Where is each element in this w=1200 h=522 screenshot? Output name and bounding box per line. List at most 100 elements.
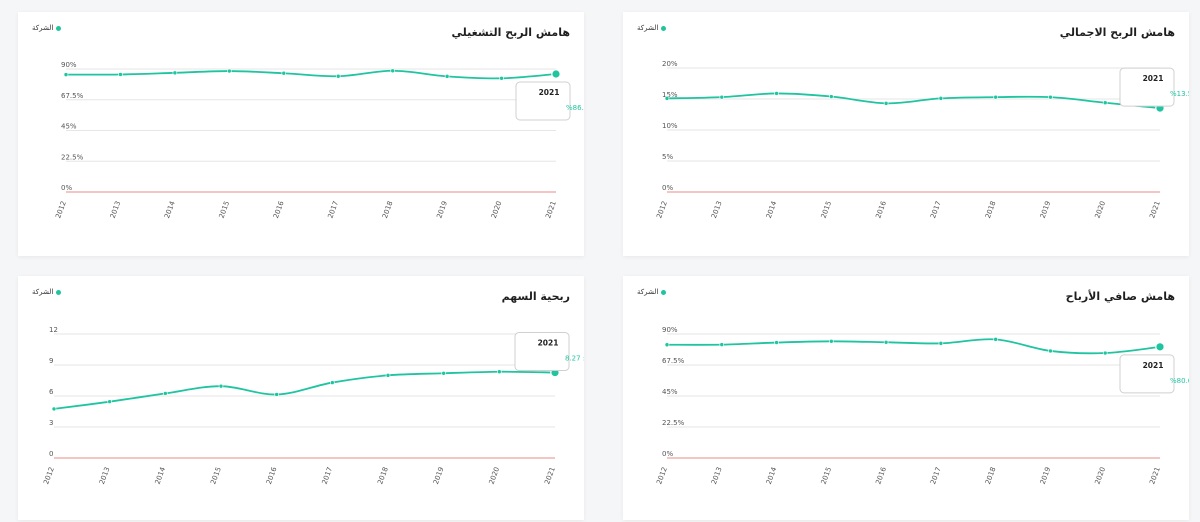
data-point — [227, 68, 232, 74]
data-point — [774, 340, 779, 345]
data-point — [829, 94, 834, 99]
chart-card-net-margin: الشركة هامش صافي الأرباح 0% 22.5% 45% 67.5%… — [623, 276, 1189, 520]
data-point — [497, 369, 502, 375]
x-tick-label: 2019 — [1039, 200, 1053, 219]
x-tick-label: 2020 — [488, 466, 502, 485]
data-point — [274, 392, 279, 397]
x-tick-label: 2019 — [1039, 466, 1053, 485]
legend-dot-icon — [661, 289, 667, 295]
data-point — [1102, 100, 1108, 106]
x-tick-label: 2017 — [321, 466, 335, 485]
y-tick-label: 20% — [662, 60, 678, 68]
data-point — [883, 101, 889, 106]
data-point — [390, 68, 395, 74]
data-point — [172, 70, 178, 76]
data-point — [218, 383, 224, 389]
data-point — [281, 70, 287, 76]
data-point — [1048, 348, 1053, 354]
chart-legend[interactable]: الشركة — [32, 24, 62, 32]
tooltip-year: 2021 — [538, 339, 559, 348]
chart-card-gross-margin: الشركة هامش الربح الاجمالي 0% 5% 10% 15% 20%… — [623, 12, 1189, 256]
y-tick-label: 0% — [61, 184, 72, 192]
data-point — [774, 91, 779, 96]
data-point — [51, 406, 57, 412]
x-tick-label: 2017 — [929, 466, 943, 485]
chart-title: ربحية السهم — [501, 290, 570, 303]
tooltip: 2021 الشركة: 86.34% — [515, 81, 584, 121]
tooltip-box — [1119, 354, 1175, 394]
line-chart[interactable]: 0% 22.5% 45% 67.5% 90% 2012 2013 2014 2015 2016 20… — [623, 276, 1189, 520]
legend-label: الشركة — [637, 24, 659, 32]
chart-card-eps: الشركة ربحية السهم 0 3 6 9 12 2012 2013 2014 201… — [18, 276, 584, 520]
series-line — [666, 92, 1161, 110]
y-tick-label: 12 — [49, 326, 58, 334]
data-point — [444, 74, 450, 79]
chart-legend[interactable]: الشركة — [637, 288, 667, 296]
tooltip: 2021 الشركة: 13.53% — [1119, 67, 1189, 107]
y-tick-label: 9 — [49, 357, 53, 365]
legend-dot-icon — [56, 289, 62, 295]
data-point — [664, 96, 670, 101]
legend-dot-icon — [661, 25, 667, 31]
tooltip: 2021 الشركة: 80.68% — [1119, 354, 1189, 394]
chart-legend[interactable]: الشركة — [32, 288, 62, 296]
y-tick-label: 67.5% — [662, 357, 685, 365]
chart-legend[interactable]: الشركة — [637, 24, 667, 32]
x-tick-label: 2012 — [42, 466, 56, 485]
y-tick-label: 3 — [49, 419, 53, 427]
x-tick-label: 2013 — [109, 200, 123, 219]
data-point — [107, 399, 112, 404]
y-tick-label: 90% — [662, 326, 678, 334]
line-chart[interactable]: 0% 5% 10% 15% 20% 2012 2013 2014 2015 2016 2017 201… — [623, 12, 1189, 256]
y-tick-label: 22.5% — [662, 419, 685, 427]
chart-title: هامش الربح التشغيلي — [451, 26, 570, 39]
series-line — [53, 370, 556, 410]
line-chart[interactable]: 0 3 6 9 12 2012 2013 2014 2015 2016 2017 2018 2019 20… — [18, 276, 584, 520]
x-tick-label: 2014 — [765, 199, 779, 219]
y-tick-label: 0 — [49, 450, 53, 458]
chart-title: هامش الربح الاجمالي — [1059, 26, 1175, 39]
x-tick-label: 2015 — [209, 466, 223, 485]
tooltip-box — [514, 332, 570, 372]
x-tick-label: 2015 — [820, 466, 834, 485]
data-point — [1102, 350, 1108, 356]
data-point — [163, 391, 168, 396]
y-tick-label: 0% — [662, 184, 673, 192]
line-chart[interactable]: 0% 22.5% 45% 67.5% 90% 2012 2013 2014 2015 2016 20… — [18, 12, 584, 256]
x-tick-label: 2020 — [1093, 466, 1107, 485]
x-tick-label: 2020 — [1093, 200, 1107, 219]
data-point — [499, 75, 504, 81]
data-point — [330, 380, 335, 385]
tooltip-year: 2021 — [1143, 361, 1164, 370]
data-point — [993, 94, 998, 100]
x-tick-label: 2020 — [490, 200, 504, 219]
x-tick-label: 2018 — [984, 200, 998, 219]
tooltip-value: الشركة: 80.68% — [1170, 377, 1189, 385]
data-point — [664, 342, 670, 348]
legend-dot-icon — [56, 25, 62, 31]
x-tick-label: 2013 — [98, 466, 112, 485]
tooltip-box — [515, 81, 571, 121]
y-tick-label: 22.5% — [61, 153, 84, 161]
y-tick-label: 0% — [662, 450, 673, 458]
y-tick-label: 6 — [49, 388, 54, 396]
x-tick-label: 2018 — [376, 466, 390, 485]
x-tick-label: 2012 — [54, 200, 68, 219]
x-tick-label: 2016 — [874, 465, 888, 485]
y-tick-label: 10% — [662, 122, 678, 130]
data-point — [993, 337, 998, 342]
data-point — [118, 72, 123, 77]
legend-label: الشركة — [637, 288, 659, 296]
x-tick-label: 2019 — [432, 466, 446, 485]
x-tick-label: 2021 — [543, 466, 557, 485]
series-line — [65, 69, 557, 80]
tooltip-year: 2021 — [1143, 74, 1164, 83]
y-tick-label: 90% — [61, 61, 77, 69]
x-tick-label: 2012 — [655, 200, 669, 219]
legend-label: الشركة — [32, 24, 54, 32]
tooltip-value: الشركة: 8.27 — [565, 355, 584, 363]
data-point — [938, 341, 944, 346]
chart-title: هامش صافي الأرباح — [1065, 290, 1175, 303]
tooltip-value: الشركة: 86.34% — [566, 104, 584, 112]
x-tick-label: 2014 — [163, 199, 177, 219]
